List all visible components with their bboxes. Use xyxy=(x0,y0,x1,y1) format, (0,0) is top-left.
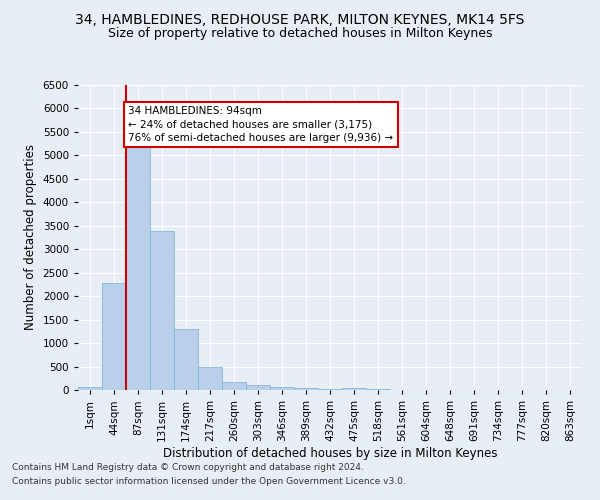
Text: 34 HAMBLEDINES: 94sqm
← 24% of detached houses are smaller (3,175)
76% of semi-d: 34 HAMBLEDINES: 94sqm ← 24% of detached … xyxy=(128,106,394,142)
Text: Contains HM Land Registry data © Crown copyright and database right 2024.: Contains HM Land Registry data © Crown c… xyxy=(12,464,364,472)
Bar xyxy=(222,382,246,390)
Bar xyxy=(126,134,150,390)
Y-axis label: Number of detached properties: Number of detached properties xyxy=(24,144,37,330)
Bar xyxy=(294,388,318,390)
Text: Size of property relative to detached houses in Milton Keynes: Size of property relative to detached ho… xyxy=(108,28,492,40)
Bar xyxy=(246,386,270,390)
Bar xyxy=(174,328,198,390)
Bar xyxy=(198,368,222,390)
X-axis label: Distribution of detached houses by size in Milton Keynes: Distribution of detached houses by size … xyxy=(163,446,497,460)
Bar xyxy=(270,387,294,390)
Bar xyxy=(78,387,102,390)
Text: 34, HAMBLEDINES, REDHOUSE PARK, MILTON KEYNES, MK14 5FS: 34, HAMBLEDINES, REDHOUSE PARK, MILTON K… xyxy=(76,12,524,26)
Bar xyxy=(342,388,366,390)
Bar xyxy=(318,389,342,390)
Bar xyxy=(102,282,126,390)
Bar xyxy=(150,232,174,390)
Text: Contains public sector information licensed under the Open Government Licence v3: Contains public sector information licen… xyxy=(12,477,406,486)
Bar xyxy=(366,389,390,390)
